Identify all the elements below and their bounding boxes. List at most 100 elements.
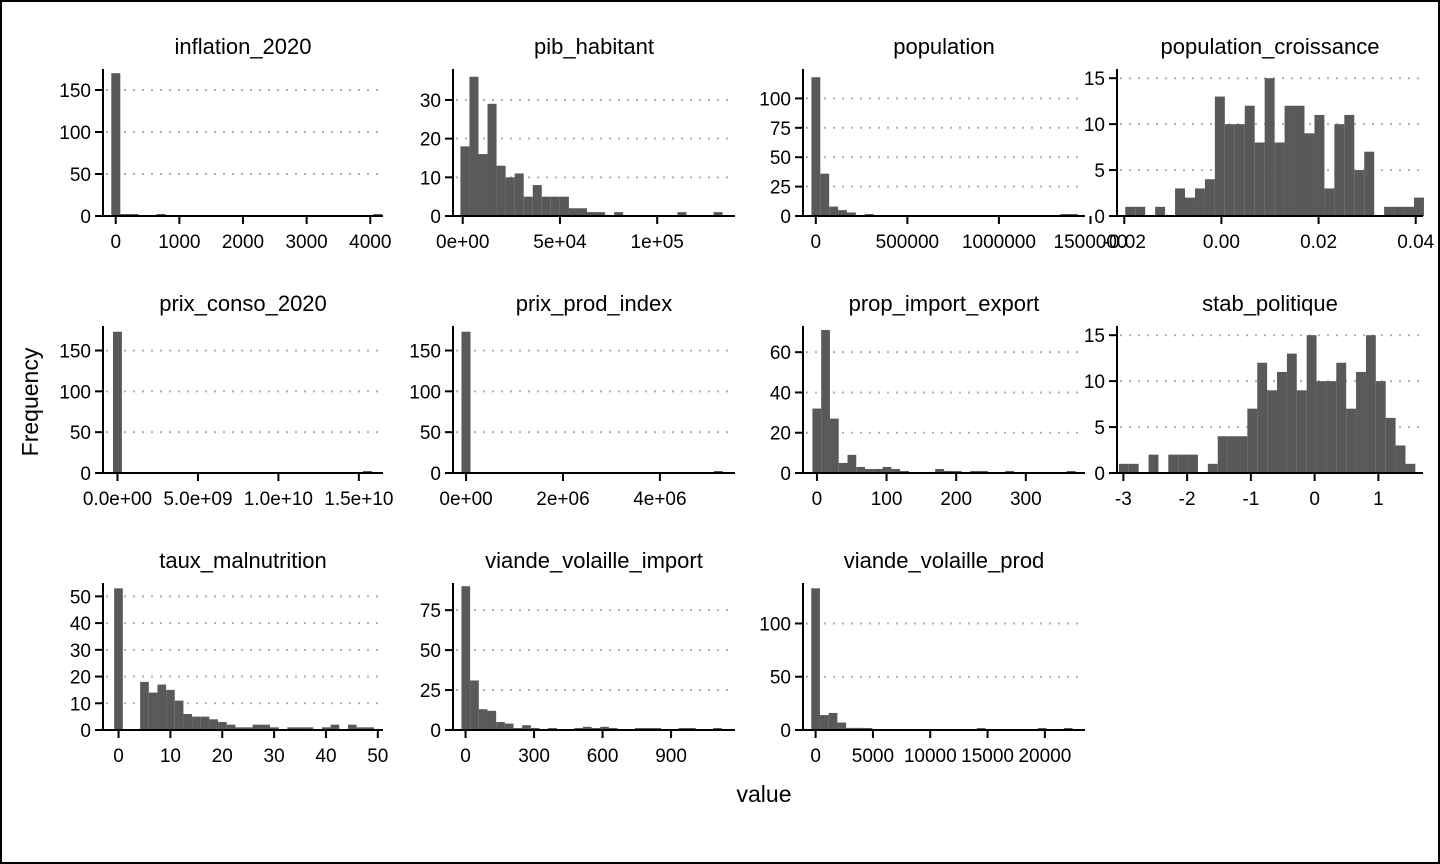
panel-title: prop_import_export xyxy=(849,291,1040,316)
histogram-bar xyxy=(1346,408,1357,473)
panel-title: viande_volaille_prod xyxy=(844,548,1045,573)
y-tick-label: 40 xyxy=(70,614,91,635)
histogram-bar xyxy=(532,185,542,216)
histogram-bar xyxy=(235,727,245,730)
x-tick-label: 1500000 xyxy=(1054,232,1128,253)
y-tick-label: 0 xyxy=(1094,207,1105,228)
histogram-bar xyxy=(270,727,279,730)
histogram-bar xyxy=(148,692,158,730)
histogram-bar xyxy=(856,466,866,473)
histogram-bar xyxy=(600,726,609,730)
y-tick-label: 150 xyxy=(59,342,91,363)
histogram-bar xyxy=(1217,436,1228,473)
histogram-bar xyxy=(952,470,962,473)
histogram-bar xyxy=(469,76,479,216)
histogram-bar xyxy=(1188,454,1198,473)
histogram-bar xyxy=(218,721,227,730)
y-tick-label: 0 xyxy=(780,721,791,742)
x-tick-label: 1000000 xyxy=(962,232,1036,253)
histogram-bar xyxy=(935,468,944,473)
y-tick-label: 10 xyxy=(70,694,91,715)
histogram-bar xyxy=(846,727,855,730)
x-tick-label: 2e+06 xyxy=(536,489,589,510)
x-tick-label: 0 xyxy=(113,746,124,767)
histogram-bar xyxy=(1168,454,1179,473)
histogram-bar xyxy=(1334,124,1345,216)
x-tick-label: 0 xyxy=(1309,489,1320,510)
x-tick-label: 3000 xyxy=(285,232,327,253)
x-tick-label: 300 xyxy=(518,746,550,767)
y-tick-label: 25 xyxy=(770,178,791,199)
histogram-bar xyxy=(1306,335,1317,473)
histogram-bar xyxy=(1326,381,1337,473)
histogram-bar xyxy=(347,724,357,730)
histogram-bar xyxy=(1294,105,1305,216)
histogram-bar xyxy=(1404,206,1415,216)
y-tick-label: 150 xyxy=(409,342,441,363)
histogram-bar xyxy=(577,208,587,216)
y-tick-label: 50 xyxy=(70,165,91,186)
histogram-bar xyxy=(838,210,847,216)
histogram-bar xyxy=(174,700,184,730)
y-tick-label: 75 xyxy=(420,601,441,622)
x-tick-label: 600 xyxy=(587,746,619,767)
x-tick-label: 0.00 xyxy=(1203,232,1240,253)
histogram-bar xyxy=(1284,105,1295,216)
histogram-bar xyxy=(1385,417,1396,473)
histogram-bar xyxy=(1356,371,1366,473)
x-tick-label: 1000 xyxy=(158,232,200,253)
histogram-bar xyxy=(559,196,569,216)
x-tick-label: 2000 xyxy=(222,232,264,253)
histogram-bar xyxy=(819,715,829,730)
y-tick-label: 60 xyxy=(770,343,791,364)
y-tick-label: 30 xyxy=(420,91,441,112)
histogram-bar xyxy=(226,724,236,730)
y-tick-label: 50 xyxy=(420,423,441,444)
y-tick-label: 40 xyxy=(770,383,791,404)
x-tick-label: 5000 xyxy=(852,746,894,767)
histogram-bar xyxy=(461,586,471,730)
histogram-bar xyxy=(944,470,953,473)
y-tick-label: 10 xyxy=(420,168,441,189)
x-tick-label: 1 xyxy=(1373,489,1384,510)
histogram-bar xyxy=(252,724,262,730)
y-tick-label: 50 xyxy=(420,641,441,662)
histogram-bar xyxy=(183,713,193,730)
histogram-bar xyxy=(550,196,560,216)
histogram-bar xyxy=(568,208,578,216)
histogram-bar xyxy=(1148,454,1159,473)
y-tick-label: 0 xyxy=(80,721,91,742)
histogram-bar xyxy=(1364,151,1375,216)
panel-title: population_croissance xyxy=(1161,34,1380,59)
x-tick-label: 0.04 xyxy=(1397,232,1434,253)
histogram-bar xyxy=(837,722,847,730)
histogram-bar xyxy=(846,212,856,216)
histogram-bar xyxy=(478,154,488,216)
histogram-bar xyxy=(1204,179,1215,216)
y-tick-label: 0 xyxy=(430,721,441,742)
histogram-bar xyxy=(1254,142,1265,216)
panel-inflation_2020: inflation_2020 0 50 100 150 0 1000 2000 3000 4000 xyxy=(59,34,391,253)
x-axis-title: value xyxy=(737,781,792,807)
histogram-bar xyxy=(111,73,121,216)
histogram-bar xyxy=(873,468,883,473)
histogram-bar xyxy=(356,727,366,730)
panel-population_croissance: population_croissance 0 5 10 15 -0.02 0.00 0.02… xyxy=(1084,34,1435,253)
histogram-bar xyxy=(1277,371,1287,473)
histogram-bar xyxy=(828,712,838,730)
panel-viande_volaille_prod: viande_volaille_prod 0 50 100 0 5000 10000 1500… xyxy=(759,548,1085,767)
histogram-bar xyxy=(586,212,597,216)
histogram-bar xyxy=(1414,197,1424,216)
panel-viande_volaille_import: viande_volaille_import 0 25 50 75 0 300 600 900 xyxy=(420,548,735,767)
x-tick-label: 10 xyxy=(160,746,181,767)
histogram-bar xyxy=(200,716,210,730)
y-tick-label: 100 xyxy=(759,614,791,635)
x-tick-label: 0.02 xyxy=(1300,232,1337,253)
y-tick-label: 100 xyxy=(59,382,91,403)
x-tick-label: 4000 xyxy=(349,232,391,253)
y-tick-label: 100 xyxy=(59,123,91,144)
x-tick-label: 0 xyxy=(812,489,823,510)
histogram-bar xyxy=(1244,105,1255,216)
y-tick-label: 10 xyxy=(1084,115,1105,136)
